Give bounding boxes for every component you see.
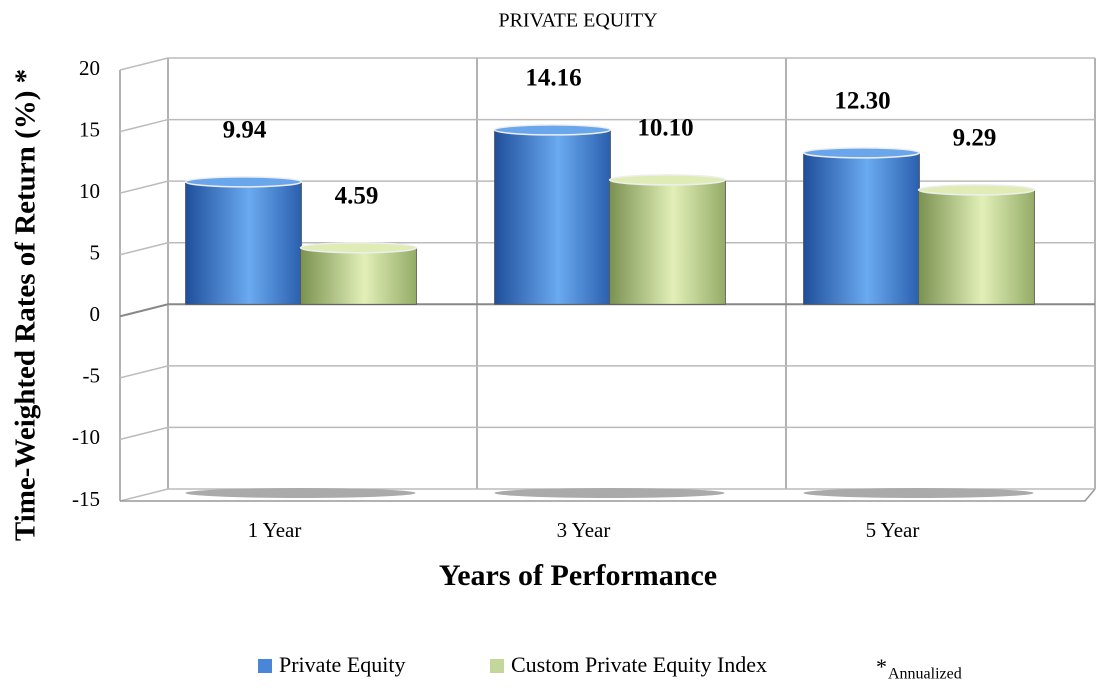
y-tick-label: 20 bbox=[79, 56, 100, 80]
grid-line bbox=[119, 180, 1095, 194]
y-tick-label: -15 bbox=[72, 487, 100, 511]
y-tick-label: -5 bbox=[83, 364, 101, 388]
legend-label: Private Equity bbox=[279, 652, 405, 677]
grid-line bbox=[119, 118, 1095, 133]
grid-line bbox=[119, 303, 1095, 318]
value-label: 4.59 bbox=[335, 182, 379, 209]
x-tick-label: 3 Year bbox=[557, 518, 611, 542]
footnote-mark: * bbox=[876, 654, 887, 679]
grid-line bbox=[119, 57, 1095, 71]
legend-swatch bbox=[258, 659, 272, 673]
bar bbox=[299, 242, 418, 305]
y-tick-label: 0 bbox=[90, 302, 101, 326]
value-label: 9.29 bbox=[953, 125, 997, 152]
chart-title: PRIVATE EQUITY bbox=[498, 10, 657, 32]
y-tick-label: 10 bbox=[79, 179, 100, 203]
bar bbox=[917, 184, 1036, 305]
shadow bbox=[185, 488, 416, 498]
grid-line bbox=[119, 426, 1095, 441]
grid-line bbox=[119, 488, 1095, 502]
value-label: 9.94 bbox=[223, 117, 267, 144]
legend-swatch bbox=[490, 659, 504, 673]
bar bbox=[184, 176, 303, 305]
bar bbox=[493, 124, 612, 305]
shadow bbox=[494, 488, 725, 498]
grid-line bbox=[119, 365, 1095, 379]
x-axis-title: Years of Performance bbox=[439, 559, 717, 592]
y-tick-label: -10 bbox=[72, 425, 100, 449]
shadow bbox=[803, 488, 1034, 498]
value-label: 10.10 bbox=[637, 115, 693, 142]
bar bbox=[608, 174, 727, 305]
bar bbox=[802, 147, 921, 305]
x-tick-label: 1 Year bbox=[248, 518, 302, 542]
value-label: 14.16 bbox=[525, 65, 581, 92]
y-tick-label: 15 bbox=[79, 117, 100, 141]
footnote: Annualized bbox=[888, 666, 962, 683]
grid-line bbox=[119, 241, 1095, 256]
y-axis-title: Time-Weighted Rates of Return (%) * bbox=[10, 69, 42, 541]
value-label: 12.30 bbox=[834, 88, 890, 115]
x-tick-label: 5 Year bbox=[866, 518, 920, 542]
floor bbox=[120, 488, 1096, 502]
y-tick-label: 5 bbox=[90, 241, 101, 265]
legend-label: Custom Private Equity Index bbox=[511, 652, 767, 677]
